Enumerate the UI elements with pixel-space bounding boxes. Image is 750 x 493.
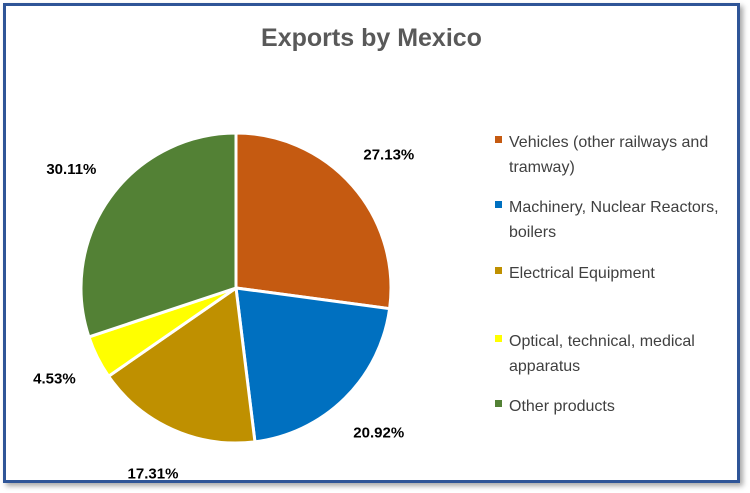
- legend-swatch: [495, 400, 502, 407]
- data-label: 17.31%: [128, 465, 179, 480]
- slice-machinery: [234, 286, 392, 444]
- data-label: 27.13%: [363, 146, 414, 163]
- legend-label: Other products: [509, 398, 615, 415]
- chart-title: Exports by Mexico: [261, 24, 482, 52]
- legend-label: Electrical Equipment: [509, 265, 655, 282]
- chart-frame: Exports by Mexico 27.13% 20.92% 17.31% 4.53…: [3, 3, 740, 483]
- legend-swatch: [495, 136, 502, 143]
- legend-label: Optical, technical, medical apparatus: [509, 333, 695, 375]
- slice-other: [79, 131, 238, 339]
- slice-electrical: [107, 286, 257, 445]
- slice-vehicles: [234, 131, 393, 311]
- legend-swatch: [495, 201, 502, 208]
- data-label: 20.92%: [353, 424, 404, 441]
- legend-swatch: [495, 335, 502, 342]
- data-label: 30.11%: [46, 161, 96, 178]
- legend-swatch: [495, 267, 502, 274]
- data-label: 4.53%: [33, 371, 76, 388]
- legend-label: Machinery, Nuclear Reactors, boilers: [509, 199, 719, 241]
- pie-chart: 27.13% 20.92% 17.31% 4.53% 30.11%: [33, 131, 414, 480]
- legend-label: Vehicles (other railways and tramway): [509, 134, 709, 176]
